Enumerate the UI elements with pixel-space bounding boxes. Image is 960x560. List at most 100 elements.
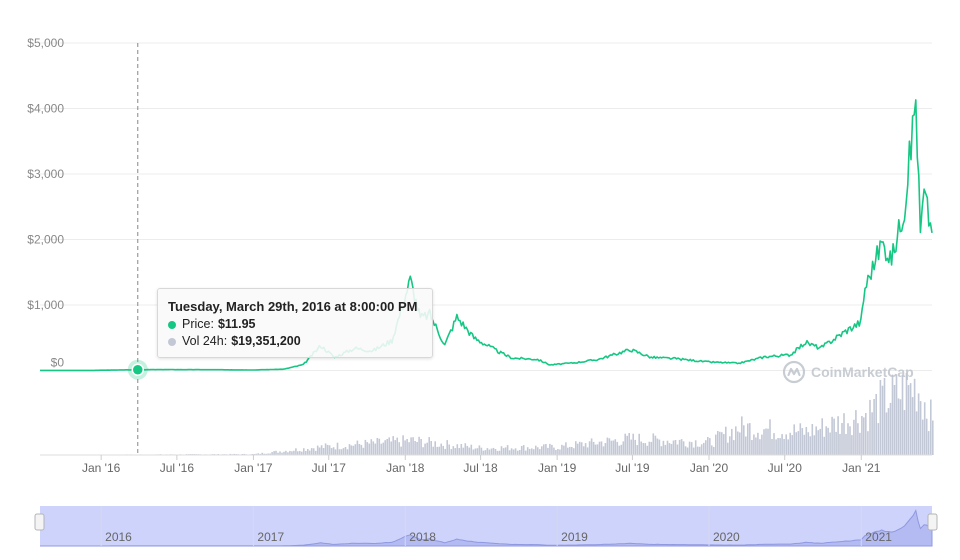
- volume-bar: [335, 449, 337, 455]
- volume-bar: [759, 439, 761, 455]
- tooltip-volume-row: Vol 24h: $19,351,200: [168, 333, 422, 350]
- volume-bar: [685, 446, 687, 455]
- volume-bar: [777, 438, 779, 455]
- volume-bar: [493, 448, 495, 455]
- volume-bar: [727, 443, 729, 455]
- volume-bar: [669, 443, 671, 455]
- volume-bar: [585, 443, 587, 455]
- volume-bar: [347, 449, 349, 455]
- volume-bar: [432, 447, 434, 455]
- volume-bar: [703, 443, 705, 455]
- volume-bar: [697, 447, 699, 455]
- volume-bar: [683, 441, 685, 455]
- volume-bar: [351, 445, 353, 455]
- volume-bar: [597, 444, 599, 455]
- volume-bar: [465, 443, 467, 455]
- volume-bar: [436, 447, 438, 455]
- volume-bar: [679, 440, 681, 455]
- volume-bar: [325, 443, 327, 455]
- x-tick-label: Jan '21: [842, 461, 881, 475]
- volume-bar: [843, 413, 845, 455]
- volume-bar: [507, 445, 509, 455]
- volume-bar: [408, 442, 410, 455]
- volume-bar: [930, 400, 932, 456]
- volume-bar: [483, 451, 485, 455]
- volume-bar: [653, 433, 655, 455]
- volume-bar: [285, 451, 287, 455]
- volume-bar: [673, 441, 675, 456]
- volume-bar: [412, 437, 414, 455]
- volume-bar: [715, 435, 717, 455]
- navigator-left-handle[interactable]: [35, 514, 44, 530]
- volume-bar: [559, 450, 561, 456]
- volume-bar: [845, 434, 847, 455]
- volume-bar: [884, 378, 886, 455]
- volume-bar: [871, 412, 873, 455]
- volume-bar: [613, 441, 615, 456]
- volume-bar: [603, 446, 605, 455]
- volume-bar: [567, 448, 569, 455]
- y-tick-label: $5,000: [27, 36, 64, 50]
- volume-bar: [659, 440, 661, 455]
- volume-bar: [900, 399, 902, 455]
- volume-bar: [579, 442, 581, 455]
- tooltip-price-value: $11.95: [218, 316, 256, 333]
- volume-bar: [561, 445, 563, 455]
- volume-bar: [505, 447, 507, 455]
- volume-bar: [303, 448, 305, 455]
- volume-bar: [739, 432, 741, 455]
- volume-bar: [583, 446, 585, 455]
- volume-bar: [467, 446, 469, 455]
- volume-bar: [749, 423, 751, 455]
- volume-bar: [601, 441, 603, 455]
- volume-bar: [638, 434, 640, 455]
- volume-bar: [416, 442, 418, 455]
- navigator-year-label: 2020: [713, 530, 740, 544]
- tooltip-volume-value: $19,351,200: [231, 333, 301, 350]
- volume-bar: [904, 410, 906, 455]
- volume-bar: [617, 442, 619, 455]
- volume-bar: [428, 437, 430, 455]
- volume-bar: [569, 447, 571, 455]
- volume-bar: [593, 442, 595, 455]
- volume-bar: [657, 439, 659, 456]
- volume-bar: [757, 433, 759, 455]
- volume-bar: [299, 451, 301, 455]
- volume-bar: [511, 448, 513, 455]
- volume-bar: [373, 441, 375, 455]
- volume-bar: [396, 438, 398, 455]
- volume-bar: [827, 428, 829, 455]
- volume-bar: [632, 434, 634, 455]
- volume-bar: [455, 448, 457, 455]
- volume-bar: [636, 445, 638, 455]
- volume-bar: [293, 451, 295, 455]
- volume-bar: [821, 418, 823, 455]
- volume-bar: [337, 443, 339, 455]
- x-tick-label: Jan '16: [82, 461, 121, 475]
- navigator-right-handle[interactable]: [928, 514, 937, 530]
- volume-bar: [873, 399, 875, 455]
- volume-bar: [783, 439, 785, 455]
- volume-bar: [729, 436, 731, 455]
- volume-bar: [453, 446, 455, 455]
- volume-bar: [392, 436, 394, 455]
- volume-bar: [634, 440, 636, 455]
- volume-bar: [343, 448, 345, 455]
- volume-bar: [426, 443, 428, 455]
- volume-bar: [555, 450, 557, 455]
- volume-bar: [743, 425, 745, 455]
- volume-bar: [573, 448, 575, 455]
- volume-bar: [640, 442, 642, 456]
- volume-bar: [849, 426, 851, 455]
- volume-bar: [607, 438, 609, 455]
- volume-bar: [898, 398, 900, 455]
- volume-bar: [499, 451, 501, 455]
- volume-bar: [384, 440, 386, 455]
- volume-bar: [649, 442, 651, 455]
- volume-bar: [307, 449, 309, 455]
- volume-bar: [753, 435, 755, 456]
- volume-bar: [535, 446, 537, 455]
- volume-bar: [495, 449, 497, 455]
- volume-bar: [365, 440, 367, 455]
